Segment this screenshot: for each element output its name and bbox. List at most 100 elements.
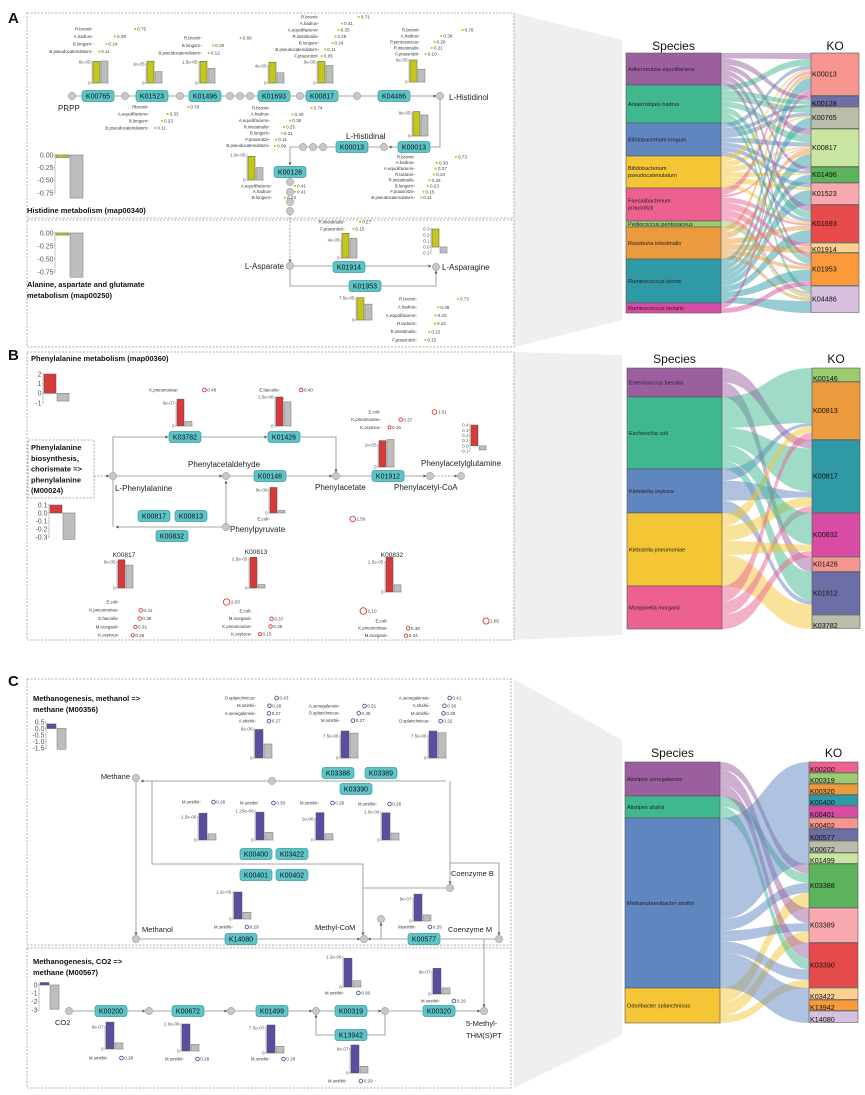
compound-node[interactable] bbox=[377, 915, 385, 923]
ko-box[interactable]: K00320 bbox=[422, 1005, 456, 1017]
sankey-link[interactable] bbox=[722, 540, 812, 555]
compound-node[interactable] bbox=[145, 1007, 153, 1015]
sankey-link[interactable] bbox=[720, 784, 809, 853]
compound-node[interactable] bbox=[432, 263, 440, 271]
ko-box[interactable]: K00765 bbox=[81, 90, 115, 102]
sankey-ko-node[interactable] bbox=[808, 863, 859, 908]
sankey-ko-node[interactable] bbox=[808, 840, 859, 853]
sankey-species-node[interactable] bbox=[624, 761, 721, 797]
sankey-link[interactable] bbox=[722, 382, 812, 428]
sankey-link[interactable] bbox=[721, 90, 811, 105]
sankey-species-node[interactable] bbox=[625, 226, 722, 260]
ko-box[interactable]: K03390 bbox=[339, 783, 373, 795]
sankey-species-node[interactable] bbox=[625, 302, 722, 314]
ko-box[interactable]: K01523 bbox=[135, 90, 169, 102]
compound-node[interactable] bbox=[360, 935, 368, 943]
sankey-ko-node[interactable] bbox=[808, 817, 859, 829]
sankey-ko-node[interactable] bbox=[808, 761, 859, 773]
sankey-link[interactable] bbox=[720, 976, 809, 1023]
sankey-link[interactable] bbox=[722, 427, 812, 492]
compound-node[interactable] bbox=[436, 92, 444, 100]
ko-box[interactable]: K03782 bbox=[168, 431, 202, 443]
compound-node[interactable] bbox=[246, 92, 254, 100]
sankey-ko-node[interactable] bbox=[810, 166, 860, 183]
sankey-ko-node[interactable] bbox=[810, 204, 860, 243]
compound-node[interactable] bbox=[222, 523, 230, 531]
sankey-ko-node[interactable] bbox=[810, 95, 860, 107]
sankey-species-node[interactable] bbox=[624, 817, 721, 989]
compound-node[interactable] bbox=[299, 143, 307, 151]
sankey-ko-node[interactable] bbox=[811, 512, 861, 557]
compound-node[interactable] bbox=[227, 1007, 235, 1015]
ko-box[interactable]: K00672 bbox=[171, 1005, 205, 1017]
sankey-ko-node[interactable] bbox=[811, 439, 861, 513]
compound-node[interactable] bbox=[381, 1007, 389, 1015]
ko-box[interactable]: K00400 bbox=[239, 848, 273, 860]
sankey-species-node[interactable] bbox=[625, 258, 722, 304]
ko-box[interactable]: K00401 bbox=[239, 869, 273, 881]
compound-node[interactable] bbox=[121, 92, 129, 100]
compound-node[interactable] bbox=[236, 92, 244, 100]
compound-node[interactable] bbox=[286, 198, 294, 206]
compound-node[interactable] bbox=[132, 935, 140, 943]
sankey-link[interactable] bbox=[720, 841, 809, 909]
sankey-link[interactable] bbox=[720, 795, 809, 864]
sankey-species-node[interactable] bbox=[625, 155, 722, 189]
sankey-link[interactable] bbox=[721, 254, 811, 301]
sankey-link[interactable] bbox=[720, 806, 809, 875]
compound-node[interactable] bbox=[380, 143, 388, 151]
sankey-link[interactable] bbox=[720, 964, 809, 1011]
sankey-link[interactable] bbox=[721, 154, 811, 276]
compound-node[interactable] bbox=[109, 472, 117, 480]
sankey-ko-node[interactable] bbox=[811, 367, 861, 382]
sankey-ko-node[interactable] bbox=[811, 614, 861, 629]
sankey-species-node[interactable] bbox=[626, 468, 723, 514]
sankey-ko-node[interactable] bbox=[808, 987, 859, 1000]
compound-node[interactable] bbox=[65, 1007, 73, 1015]
sankey-link[interactable] bbox=[721, 281, 811, 313]
sankey-link[interactable] bbox=[722, 432, 812, 602]
sankey-link[interactable] bbox=[721, 107, 811, 219]
sankey-link[interactable] bbox=[721, 142, 811, 174]
sankey-link[interactable] bbox=[721, 112, 811, 265]
ko-box[interactable]: K03389 bbox=[364, 767, 398, 779]
sankey-link[interactable] bbox=[721, 244, 811, 253]
sankey-ko-node[interactable] bbox=[810, 106, 860, 129]
compound-node[interactable] bbox=[176, 92, 184, 100]
sankey-link[interactable] bbox=[722, 368, 812, 411]
compound-node[interactable] bbox=[286, 178, 294, 186]
ko-box[interactable]: K00319 bbox=[334, 1005, 368, 1017]
sankey-link[interactable] bbox=[721, 104, 811, 133]
sankey-link[interactable] bbox=[721, 58, 811, 101]
ko-box[interactable]: K01693 bbox=[257, 90, 291, 102]
sankey-link[interactable] bbox=[721, 183, 811, 224]
compound-node[interactable] bbox=[226, 92, 234, 100]
sankey-ko-node[interactable] bbox=[808, 805, 859, 818]
sankey-species-node[interactable] bbox=[626, 396, 723, 470]
compound-node[interactable] bbox=[495, 935, 503, 943]
sankey-ko-node[interactable] bbox=[810, 285, 860, 313]
compound-node[interactable] bbox=[446, 884, 454, 892]
sankey-link[interactable] bbox=[720, 941, 809, 980]
sankey-ko-node[interactable] bbox=[808, 783, 859, 795]
sankey-link[interactable] bbox=[721, 90, 811, 309]
sankey-link[interactable] bbox=[720, 952, 809, 1000]
sankey-link[interactable] bbox=[721, 69, 811, 171]
sankey-link[interactable] bbox=[722, 460, 812, 601]
compound-node[interactable] bbox=[457, 472, 465, 480]
ko-box[interactable]: K04486 bbox=[377, 90, 411, 102]
ko-box[interactable]: K00013 bbox=[397, 141, 431, 153]
compound-node[interactable] bbox=[222, 472, 230, 480]
compound-node[interactable] bbox=[132, 774, 140, 782]
sankey-link[interactable] bbox=[720, 773, 809, 842]
ko-box[interactable]: K01912 bbox=[371, 470, 405, 482]
ko-box[interactable]: K00128 bbox=[273, 166, 307, 178]
sankey-species-node[interactable] bbox=[626, 512, 723, 587]
ko-box[interactable]: K01499 bbox=[255, 1005, 289, 1017]
sankey-link[interactable] bbox=[721, 249, 811, 270]
compound-node[interactable] bbox=[268, 777, 276, 785]
compound-node[interactable] bbox=[312, 1007, 320, 1015]
sankey-species-node[interactable] bbox=[625, 52, 722, 86]
compound-node[interactable] bbox=[286, 262, 294, 270]
sankey-link[interactable] bbox=[721, 149, 811, 239]
